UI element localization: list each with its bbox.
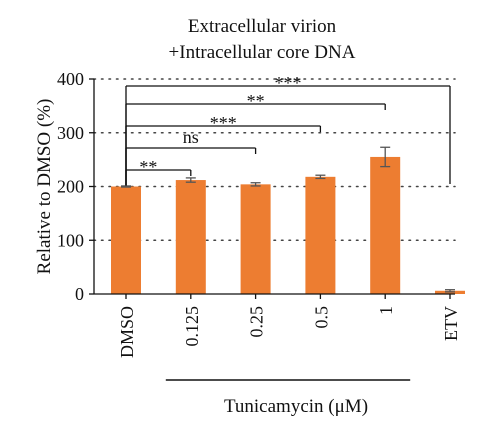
error-bar-1: [380, 146, 391, 168]
bars: [111, 156, 465, 294]
significance-label-1: **: [247, 91, 265, 111]
bar-0.25: [240, 184, 271, 294]
x-ticks: DMSO 0.125 0.25 0.5 1 ETV: [117, 294, 461, 358]
x-tick-label-ETV: ETV: [441, 306, 461, 341]
chart-title: Extracellular virion +Intracellular core…: [169, 16, 356, 63]
error-bar-DMSO: [121, 185, 131, 188]
error-bars: [121, 146, 455, 293]
chart-title-line-1: Extracellular virion: [188, 16, 337, 37]
x-tick-label-0.5: 0.5: [311, 306, 331, 329]
significance-label-0.25: ns: [183, 127, 199, 147]
error-bar-ETV: [445, 289, 455, 293]
y-axis-label: Relative to DMSO (%): [34, 99, 55, 275]
significance-bracket-ETV: ***: [125, 73, 451, 186]
significance-bracket-1: **: [125, 91, 386, 186]
y-tick-label-400: 400: [57, 69, 84, 89]
x-tick-label-0.25: 0.25: [247, 306, 267, 338]
bar-1: [370, 156, 401, 294]
group-label: Tunicamycin (μM): [224, 396, 368, 417]
significance-label-ETV: ***: [275, 73, 302, 93]
significance-bracket-0.125: **: [125, 157, 192, 186]
y-ticks: 0 100 200 300 400: [57, 69, 94, 304]
significance-label-0.125: **: [139, 157, 157, 177]
x-tick-label-1: 1: [376, 306, 396, 315]
error-bar-0.25: [250, 182, 261, 187]
significance-label-0.5: ***: [210, 113, 237, 133]
significance-brackets: **ns********: [125, 73, 451, 186]
error-bar-0.5: [315, 174, 326, 180]
y-tick-label-300: 300: [57, 123, 84, 143]
x-tick-label-DMSO: DMSO: [117, 306, 137, 358]
y-tick-label-100: 100: [57, 230, 84, 250]
x-tick-label-0.125: 0.125: [182, 306, 202, 347]
y-tick-label-0: 0: [75, 284, 84, 304]
group-annotation: Tunicamycin (μM): [165, 379, 411, 417]
bar-0.125: [175, 180, 206, 294]
bar-0.5: [305, 176, 336, 294]
bar-DMSO: [111, 186, 141, 294]
y-tick-label-200: 200: [57, 177, 84, 197]
error-bar-0.125: [185, 177, 196, 183]
chart-title-line-2: +Intracellular core DNA: [169, 42, 356, 63]
